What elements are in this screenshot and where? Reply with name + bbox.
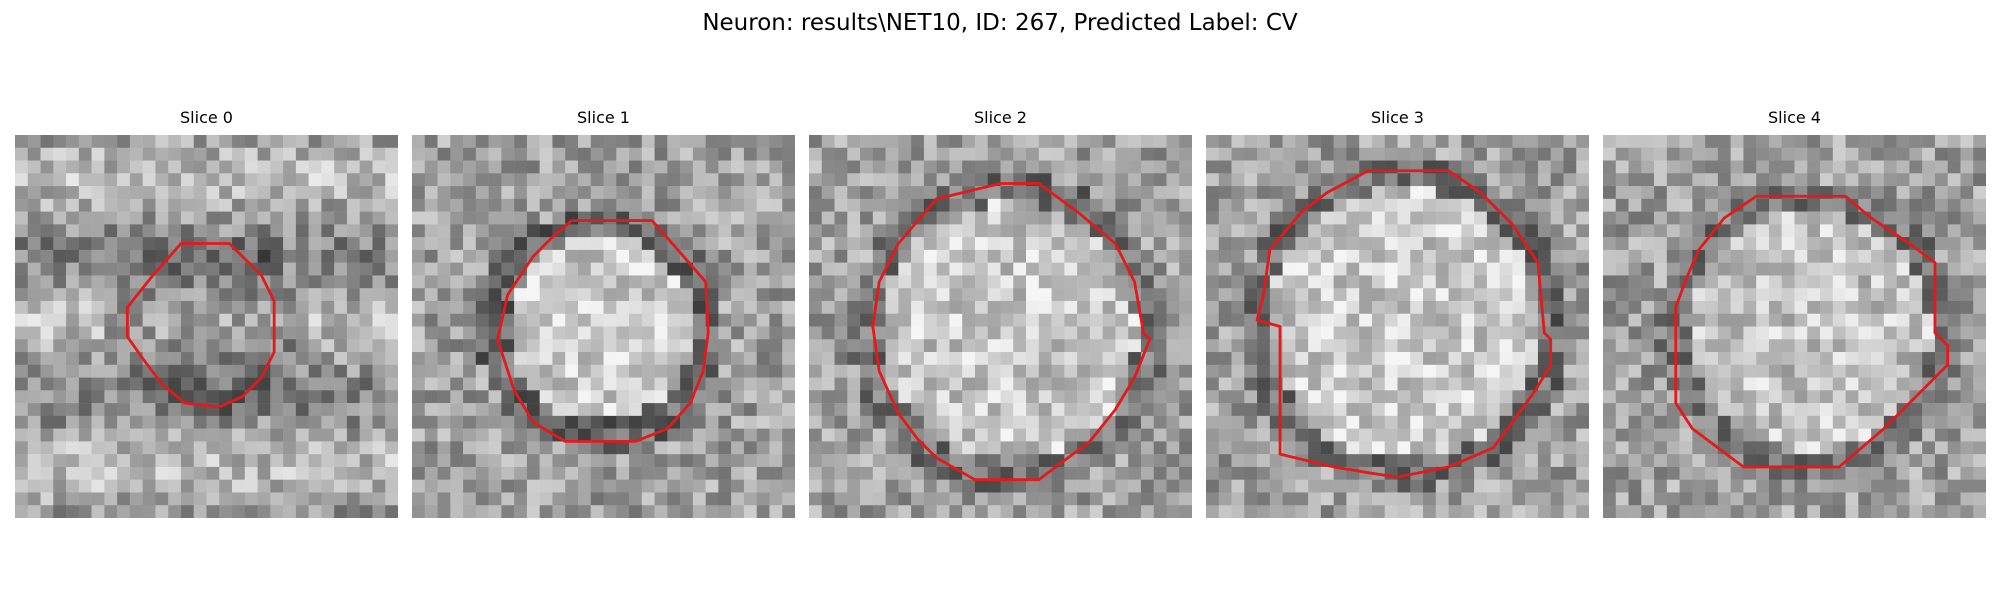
slice-image-2 bbox=[809, 135, 1192, 518]
boundary-contour bbox=[1674, 194, 1950, 469]
boundary-contour bbox=[1255, 169, 1553, 479]
slice-title-3: Slice 3 bbox=[1371, 108, 1424, 127]
slice-panel-3: Slice 3 bbox=[1206, 108, 1589, 518]
slice-title-1: Slice 1 bbox=[577, 108, 630, 127]
boundary-contour bbox=[496, 219, 710, 443]
slice-title-2: Slice 2 bbox=[974, 108, 1027, 127]
slice-image-1 bbox=[412, 135, 795, 518]
slice-panel-2: Slice 2 bbox=[809, 108, 1192, 518]
slice-title-0: Slice 0 bbox=[180, 108, 233, 127]
figure-title: Neuron: results\NET10, ID: 267, Predicte… bbox=[702, 10, 1298, 36]
slice-panel-0: Slice 0 bbox=[15, 108, 398, 518]
slice-title-4: Slice 4 bbox=[1768, 108, 1821, 127]
slice-panel-4: Slice 4 bbox=[1603, 108, 1986, 518]
slice-image-0 bbox=[15, 135, 398, 518]
boundary-contour bbox=[125, 242, 276, 409]
slice-image-4 bbox=[1603, 135, 1986, 518]
boundary-contour bbox=[871, 182, 1152, 482]
slice-image-3 bbox=[1206, 135, 1589, 518]
slice-panel-1: Slice 1 bbox=[412, 108, 795, 518]
